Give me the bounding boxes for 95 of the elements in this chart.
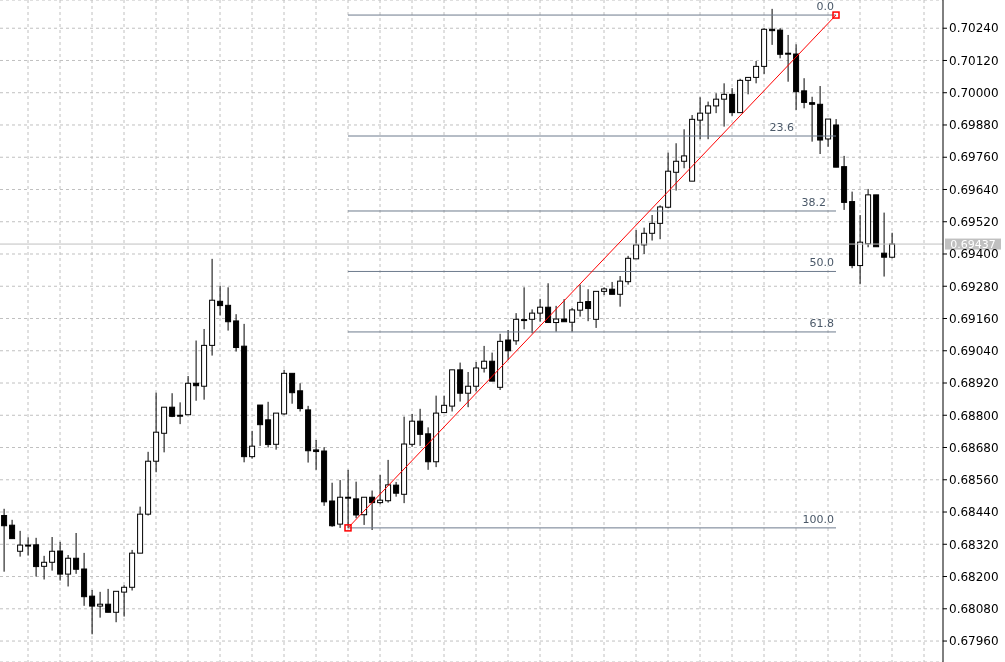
candlestick — [33, 537, 40, 578]
y-tick-label: 0.67960 — [949, 634, 999, 649]
y-tick-label: 0.68560 — [949, 473, 999, 488]
candlestick — [105, 588, 112, 613]
y-tick-label: 0.70120 — [949, 53, 999, 68]
candlestick — [537, 298, 544, 323]
candlestick — [657, 204, 664, 240]
candlestick — [385, 459, 392, 504]
y-tick-label: 0.68800 — [949, 408, 999, 423]
candlestick — [121, 584, 128, 618]
annotation: 38.2 — [800, 195, 826, 209]
candlestick — [825, 118, 832, 148]
candlestick — [577, 284, 584, 318]
candlestick — [193, 340, 200, 402]
annotation: 23.6 — [768, 121, 794, 134]
candlestick — [617, 275, 624, 308]
candlestick — [473, 361, 480, 392]
candlestick — [97, 591, 104, 619]
candlestick — [585, 288, 592, 322]
candlestick — [313, 439, 320, 471]
candlestick — [681, 128, 688, 169]
candlestick — [441, 395, 448, 414]
candlestick — [481, 345, 488, 374]
candlestick — [457, 362, 464, 403]
candlestick — [561, 298, 568, 323]
candlestick — [9, 519, 16, 540]
candlestick — [513, 312, 520, 346]
candlestick — [881, 212, 888, 278]
candlestick — [889, 232, 896, 259]
annotation: 100.0 — [801, 512, 834, 526]
y-tick-label: 0.68200 — [949, 569, 999, 584]
candlestick — [521, 286, 528, 330]
candlestick — [113, 590, 120, 623]
candlestick — [729, 87, 736, 117]
candlestick — [257, 404, 264, 447]
candlestick — [217, 285, 224, 317]
candlestick — [89, 589, 96, 635]
y-tick-label: 0.70240 — [949, 21, 999, 36]
candlestick — [297, 382, 304, 412]
candlestick — [177, 401, 184, 425]
candlestick — [601, 286, 608, 296]
candlestick — [553, 305, 560, 333]
candlestick — [1, 508, 8, 573]
candlestick — [289, 372, 296, 405]
y-tick-label: 0.68920 — [949, 376, 999, 391]
candlestick — [649, 214, 656, 242]
candlestick — [25, 536, 32, 557]
candlestick — [673, 142, 680, 192]
candlestick — [65, 554, 72, 587]
y-tick-label: 0.68440 — [949, 505, 999, 520]
candlestick — [489, 352, 496, 382]
candlestick — [249, 430, 256, 460]
candlestick — [697, 96, 704, 140]
y-tick-label: 0.69880 — [949, 118, 999, 133]
candlestick — [785, 34, 792, 83]
y-tick-label: 0.69160 — [949, 311, 999, 326]
annotation: 61.8 — [808, 316, 834, 330]
candlestick — [801, 77, 808, 109]
candlestick — [569, 307, 576, 333]
candlestick — [49, 536, 56, 572]
candlestick — [745, 76, 752, 95]
candlestick — [753, 60, 760, 84]
candlestick — [633, 229, 640, 260]
candlestick — [505, 329, 512, 361]
candlestick — [409, 413, 416, 448]
y-tick-label: 0.69520 — [949, 215, 999, 229]
candlestick — [713, 92, 720, 114]
candlestick — [345, 469, 352, 529]
y-tick-label: 0.69280 — [949, 279, 999, 294]
annotation: 0.0 — [815, 0, 834, 14]
annotation: 50.0 — [808, 256, 834, 270]
y-tick-label: 0.68080 — [949, 602, 999, 617]
y-tick-label: 0.70000 — [949, 85, 999, 100]
candlestick — [225, 286, 232, 332]
candlestick — [417, 408, 424, 447]
candlestick — [705, 101, 712, 140]
candlestick — [57, 541, 64, 582]
candlestick — [721, 82, 728, 128]
y-tick-label: 0.69640 — [949, 182, 999, 197]
candlestick — [73, 532, 80, 575]
candlestick — [809, 96, 816, 143]
candlestick — [41, 555, 48, 580]
candlestick — [769, 8, 776, 46]
y-tick-label: 0.69040 — [949, 344, 999, 359]
candlestick — [17, 530, 24, 558]
candlestick — [377, 474, 384, 505]
y-tick-label: 0.69760 — [949, 150, 999, 165]
candlestick — [353, 481, 360, 519]
y-tick-label: 0.68680 — [949, 440, 999, 455]
candlestick — [857, 214, 864, 285]
candlestick — [609, 281, 616, 295]
y-tick-label: 0.68320 — [949, 537, 999, 552]
y-tick-label: 0.69400 — [949, 247, 999, 262]
candlestick — [625, 255, 632, 286]
candlestick — [465, 371, 472, 408]
